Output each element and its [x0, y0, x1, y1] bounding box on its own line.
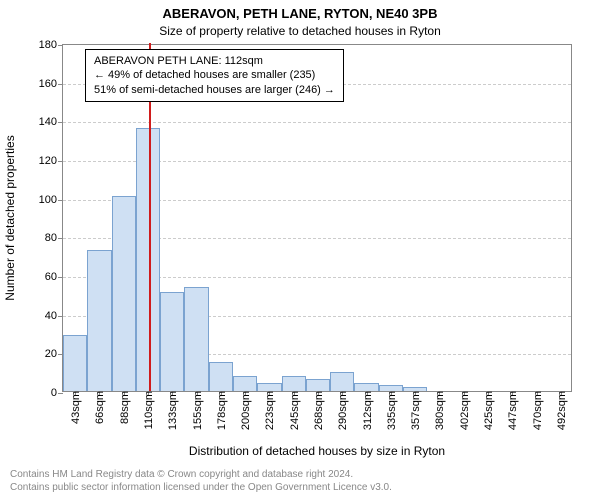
footer-line-2: Contains public sector information licen…: [10, 482, 392, 495]
xtick-label: 312sqm: [360, 391, 374, 430]
y-axis-label: Number of detached properties: [3, 44, 17, 392]
annotation-line: ← 49% of detached houses are smaller (23…: [94, 68, 335, 82]
histogram-bar: [330, 372, 354, 391]
annotation-box: ABERAVON PETH LANE: 112sqm← 49% of detac…: [85, 49, 344, 102]
xtick-label: 470sqm: [530, 391, 544, 430]
ytick-label: 40: [45, 310, 63, 322]
histogram-bar: [209, 362, 233, 391]
ytick-label: 140: [39, 116, 63, 128]
gridline: [63, 122, 571, 123]
annotation-line: ABERAVON PETH LANE: 112sqm: [94, 54, 335, 68]
xtick-label: 268sqm: [311, 391, 325, 430]
ytick-label: 180: [39, 39, 63, 51]
xtick-label: 357sqm: [408, 391, 422, 430]
xtick-label: 223sqm: [262, 391, 276, 430]
ytick-label: 20: [45, 348, 63, 360]
xtick-label: 155sqm: [190, 391, 204, 430]
histogram-bar: [354, 383, 378, 391]
xtick-label: 380sqm: [432, 391, 446, 430]
annotation-line: 51% of semi-detached houses are larger (…: [94, 83, 335, 97]
histogram-bar: [160, 292, 184, 391]
xtick-label: 200sqm: [238, 391, 252, 430]
xtick-label: 245sqm: [287, 391, 301, 430]
plot-area: 02040608010012014016018043sqm66sqm88sqm1…: [62, 44, 572, 392]
xtick-label: 110sqm: [141, 391, 155, 429]
ytick-label: 60: [45, 271, 63, 283]
xtick-label: 447sqm: [505, 391, 519, 430]
xtick-label: 133sqm: [165, 391, 179, 430]
xtick-label: 335sqm: [384, 391, 398, 430]
x-axis-label: Distribution of detached houses by size …: [62, 444, 572, 458]
chart-title: ABERAVON, PETH LANE, RYTON, NE40 3PB: [0, 6, 600, 21]
ytick-label: 80: [45, 232, 63, 244]
footer-attribution: Contains HM Land Registry data © Crown c…: [10, 469, 392, 494]
footer-line-1: Contains HM Land Registry data © Crown c…: [10, 469, 392, 482]
chart-subtitle: Size of property relative to detached ho…: [0, 24, 600, 38]
xtick-label: 492sqm: [554, 391, 568, 430]
xtick-label: 66sqm: [92, 391, 106, 424]
histogram-bar: [306, 379, 330, 391]
histogram-bar: [257, 383, 281, 391]
xtick-label: 402sqm: [457, 391, 471, 430]
ytick-label: 0: [51, 387, 63, 399]
xtick-label: 425sqm: [481, 391, 495, 430]
histogram-bar: [184, 287, 208, 391]
histogram-bar: [112, 196, 136, 391]
histogram-bar: [87, 250, 111, 391]
xtick-label: 290sqm: [335, 391, 349, 430]
ytick-label: 160: [39, 78, 63, 90]
xtick-label: 43sqm: [68, 391, 82, 424]
ytick-label: 120: [39, 155, 63, 167]
histogram-bar: [63, 335, 87, 391]
histogram-bar: [282, 376, 306, 391]
histogram-bar: [136, 128, 160, 391]
xtick-label: 178sqm: [214, 391, 228, 430]
ytick-label: 100: [39, 194, 63, 206]
xtick-label: 88sqm: [117, 391, 131, 424]
chart-container: ABERAVON, PETH LANE, RYTON, NE40 3PB Siz…: [0, 0, 600, 500]
histogram-bar: [233, 376, 257, 391]
